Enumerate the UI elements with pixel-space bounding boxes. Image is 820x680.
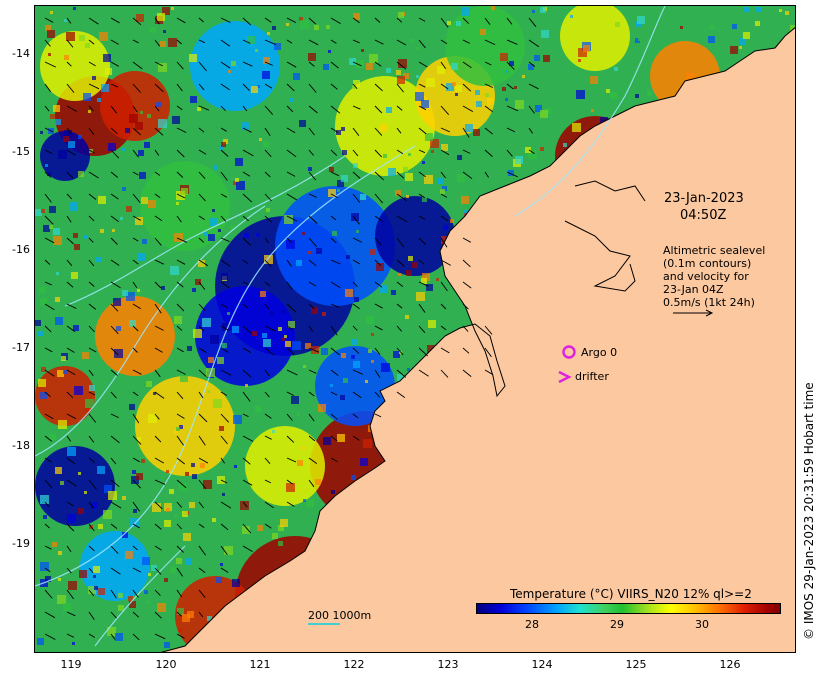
lon-tick: 126 (719, 658, 741, 671)
lat-tick: -17 (12, 341, 30, 354)
sst-map-canvas (35, 6, 795, 652)
lat-tick: -18 (12, 439, 30, 452)
credit-text: © IMOS 29-Jan-2023 20:31:59 Hobart time (802, 382, 816, 640)
lon-tick: 123 (437, 658, 459, 671)
sst-map[interactable] (34, 5, 796, 653)
depth-scale-bar (308, 623, 340, 625)
temperature-colorbar (476, 603, 781, 614)
colorbar-tick: 28 (525, 618, 539, 631)
argo-marker-icon (562, 345, 576, 359)
time-label: 04:50Z (680, 208, 727, 223)
altimetry-line: (0.1m contours) (663, 257, 752, 270)
lat-tick: -16 (12, 243, 30, 256)
lon-tick: 124 (531, 658, 553, 671)
lon-tick: 119 (60, 658, 82, 671)
altimetry-line: 0.5m/s (1kt 24h) (663, 296, 755, 309)
altimetry-line: 23-Jan 04Z (663, 283, 724, 296)
drifter-marker-icon (558, 370, 572, 384)
argo-label: Argo 0 (581, 346, 618, 359)
altimetry-line: Altimetric sealevel (663, 244, 766, 257)
depth-scale-label: 200 1000m (308, 609, 372, 622)
colorbar-title: Temperature (°C) VIIRS_N20 12% ql>=2 (510, 587, 752, 601)
velocity-scale-arrow-icon (673, 309, 714, 317)
lon-tick: 122 (343, 658, 365, 671)
colorbar-tick: 30 (695, 618, 709, 631)
colorbar-tick: 29 (610, 618, 624, 631)
lon-tick: 121 (249, 658, 271, 671)
lon-tick: 120 (155, 658, 177, 671)
altimetry-line: and velocity for (663, 270, 749, 283)
lat-tick: -19 (12, 537, 30, 550)
land-mass (160, 27, 795, 652)
date-label: 23-Jan-2023 (664, 191, 744, 206)
lon-tick: 125 (625, 658, 647, 671)
coastline-detail (564, 180, 646, 292)
sealevel-contours (35, 6, 666, 647)
drifter-label: drifter (575, 370, 609, 383)
lat-tick: -14 (12, 47, 30, 60)
velocity-arrows (44, 17, 540, 641)
altimetry-legend: Altimetric sealevel (0.1m contours) and … (663, 244, 765, 309)
lat-tick: -15 (12, 145, 30, 158)
